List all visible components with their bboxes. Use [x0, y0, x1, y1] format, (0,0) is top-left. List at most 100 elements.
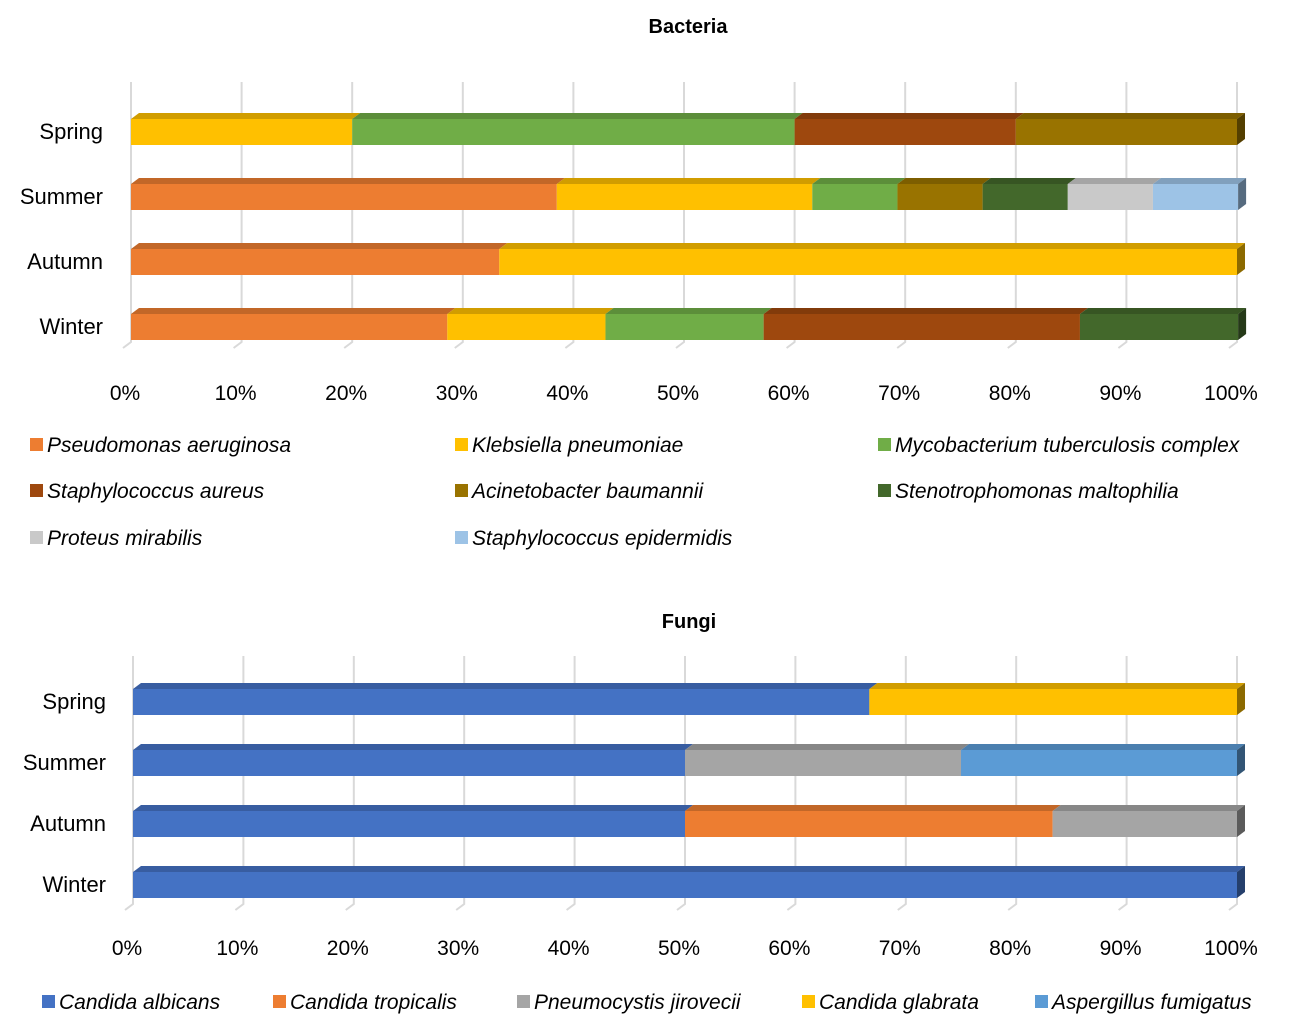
bar-top-face [794, 113, 1024, 119]
bar-segment [1079, 314, 1239, 340]
x-tick-label: 100% [1204, 382, 1258, 405]
bar-top-face [131, 308, 456, 314]
bar-top-face [447, 308, 614, 314]
bar-top-face [131, 178, 565, 184]
bar-top-face [1152, 178, 1247, 184]
legend-entry: Proteus mirabilis [47, 527, 203, 550]
legend-entry: Staphylococcus aureus [47, 480, 265, 503]
bar-side-face [1237, 683, 1245, 715]
bar-segment [133, 811, 685, 837]
x-tick-label: 70% [879, 937, 921, 960]
bar-top-face [133, 805, 693, 811]
x-tick-label: 10% [215, 382, 257, 405]
gridline [675, 82, 685, 349]
category-label: Autumn [27, 249, 103, 274]
bar-top-face [961, 744, 1245, 750]
category-label: Autumn [30, 811, 106, 836]
bar-top-face [869, 683, 1245, 689]
legend-swatch [273, 995, 286, 1008]
x-tick-label: 20% [327, 937, 369, 960]
gridline [1117, 82, 1128, 349]
category-label: Spring [42, 689, 106, 714]
gridline [676, 656, 686, 911]
gridline [785, 82, 796, 349]
bar-segment [1152, 184, 1239, 210]
x-tick-label: 90% [1100, 937, 1142, 960]
category-label: Winter [39, 314, 103, 339]
bar-segment [131, 119, 353, 145]
bar-top-face [1079, 308, 1247, 314]
bar-top-face [1067, 178, 1161, 184]
category-label: Summer [23, 750, 106, 775]
legend-swatch [802, 995, 815, 1008]
category-label: Winter [42, 872, 106, 897]
gridline [454, 82, 464, 349]
gridline [1117, 656, 1128, 911]
legend-entry: Klebsiella pneumoniae [472, 434, 683, 457]
gridline [343, 82, 354, 349]
legend-swatch [878, 484, 891, 497]
x-tick-label: 50% [657, 382, 699, 405]
x-tick-label: 30% [436, 382, 478, 405]
bar-segment [131, 314, 448, 340]
legend-swatch [1035, 995, 1048, 1008]
x-tick-label: 100% [1204, 937, 1258, 960]
legend-swatch [30, 438, 43, 451]
bar-segment [133, 750, 685, 776]
gridline [122, 82, 132, 349]
bar-segment [685, 811, 1053, 837]
bar-top-face [133, 866, 1245, 872]
gridline [1007, 82, 1017, 349]
gridline [455, 656, 466, 911]
x-tick-label: 90% [1099, 382, 1141, 405]
bar-top-face [352, 113, 803, 119]
gridline [1228, 82, 1238, 349]
bar-segment [869, 689, 1237, 715]
bar-side-face [1237, 744, 1245, 776]
legend-entry: Candida glabrata [819, 991, 979, 1014]
bar-segment [897, 184, 983, 210]
chart-title: Bacteria [649, 16, 729, 38]
gridline [1228, 656, 1238, 911]
gridline [897, 656, 907, 911]
legend-entry: Candida tropicalis [290, 991, 457, 1014]
bar-top-face [133, 744, 693, 750]
x-tick-label: 80% [989, 382, 1031, 405]
x-tick-label: 40% [546, 382, 588, 405]
gridline [896, 82, 907, 349]
bacteria-chart: Bacteria 0% 10% 20% 30% 40% 50% 60% 70% 80% 90% 100… [20, 16, 1258, 550]
bar-segment [812, 184, 898, 210]
bar-top-face [982, 178, 1076, 184]
bar-segment [961, 750, 1237, 776]
bar-segment [1015, 119, 1237, 145]
gridline [786, 656, 797, 911]
bar-top-face [131, 243, 508, 249]
fungi-chart: Fungi 0% 10% 20% 30% 40% 50% 60% 70% 80% 90% 100% Sp… [23, 611, 1258, 1014]
x-tick-label: 10% [216, 937, 258, 960]
gridline [234, 656, 245, 911]
bar-segment [447, 314, 606, 340]
legend-entry: Acinetobacter baumannii [470, 480, 704, 503]
x-tick-label: 60% [768, 382, 810, 405]
x-tick-label: 30% [437, 937, 479, 960]
gridline [233, 82, 243, 349]
bar-segment [982, 184, 1068, 210]
legend-swatch [517, 995, 530, 1008]
bar-segment [499, 249, 1238, 275]
bar-top-face [1015, 113, 1245, 119]
bar-segment [131, 249, 500, 275]
bar-top-face [605, 308, 772, 314]
bar-top-face [812, 178, 906, 184]
x-tick-label: 60% [768, 937, 810, 960]
legend-swatch [30, 531, 43, 544]
bar-side-face [1238, 308, 1247, 340]
legend-entry: Candida albicans [59, 991, 221, 1014]
legend-entry: Staphylococcus epidermidis [472, 527, 733, 550]
bar-segment [131, 184, 557, 210]
x-tick-label: 20% [325, 382, 367, 405]
bar-segment [1067, 184, 1153, 210]
x-tick-label: 40% [548, 937, 590, 960]
bar-segment [352, 119, 795, 145]
legend-entry: Aspergillus fumigatus [1050, 991, 1252, 1014]
bar-segment [556, 184, 813, 210]
